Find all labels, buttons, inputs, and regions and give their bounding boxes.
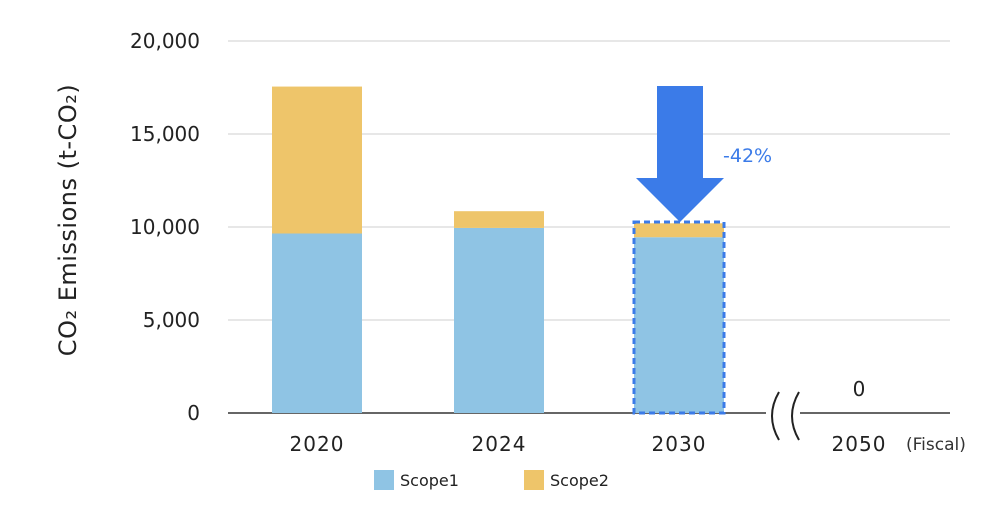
legend: Scope1 Scope2 [374,470,609,490]
x-tick-label: 2050 [832,432,887,456]
y-tick-label: 15,000 [130,122,200,146]
x-tick-label: 2030 [652,432,707,456]
value-2050-label: 0 [853,377,866,401]
x-tick-label: 2024 [472,432,527,456]
bar-scope1-2020 [272,233,362,413]
y-tick-label: 20,000 [130,29,200,53]
bar-scope1-2024 [454,227,544,413]
x-axis-ticks: 2020 2024 2030 2050 [290,432,887,456]
y-tick-label: 0 [187,401,200,425]
reduction-arrow [636,86,724,222]
axis-break [766,391,800,441]
y-axis-ticks: 0 5,000 10,000 15,000 20,000 [130,29,200,425]
y-tick-label: 5,000 [143,308,200,332]
legend-label-scope2: Scope2 [550,471,609,490]
legend-swatch-scope2 [524,470,544,490]
bar-scope2-2020 [272,86,362,234]
bar-scope1-2030 [634,237,724,413]
y-tick-label: 10,000 [130,215,200,239]
legend-swatch-scope1 [374,470,394,490]
bars [272,86,724,413]
legend-label-scope1: Scope1 [400,471,459,490]
bar-scope2-2030 [634,223,724,238]
x-unit-label: (Fiscal) [906,435,966,455]
target-2030-highlight [632,220,726,415]
y-axis-title: CO₂ Emissions (t-CO₂) [54,84,82,356]
x-tick-label: 2020 [290,432,345,456]
reduction-label: -42% [723,145,772,167]
bar-scope2-2024 [454,211,544,228]
